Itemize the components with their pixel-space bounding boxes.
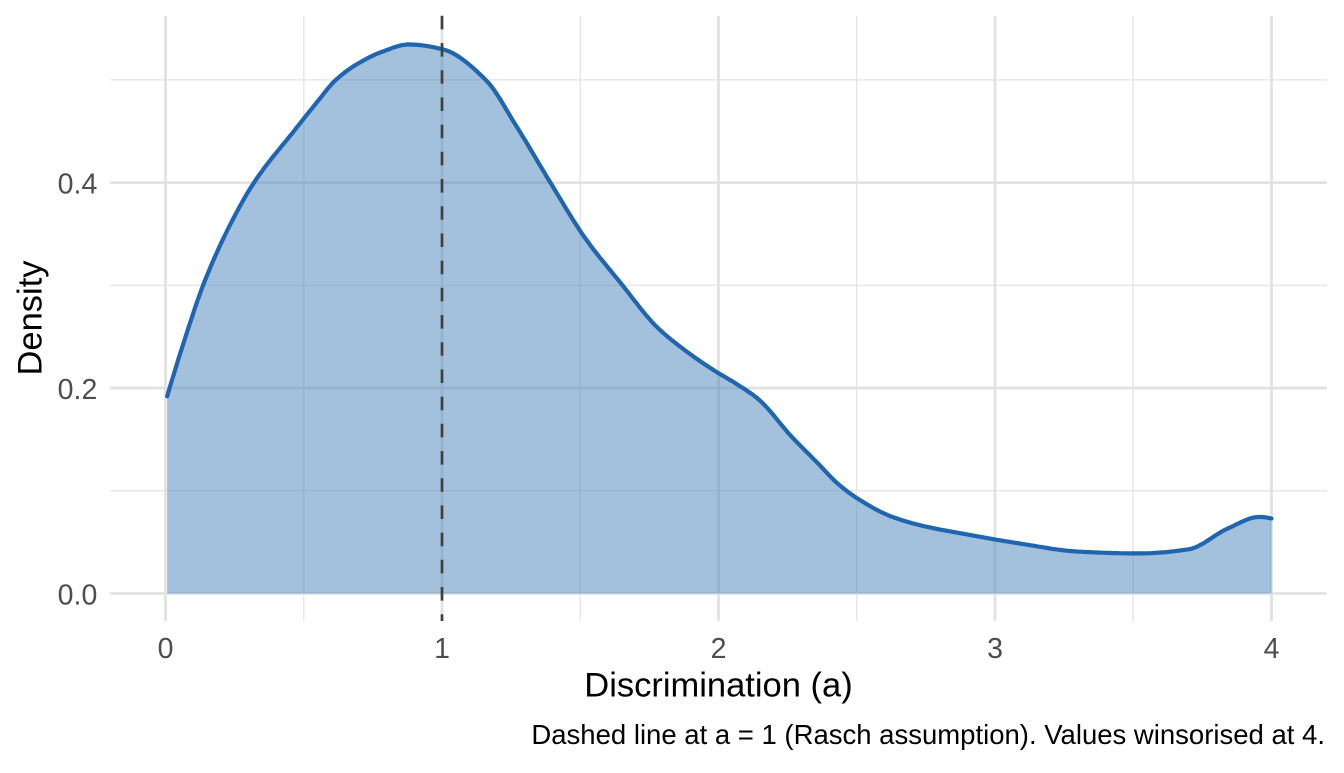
svg-text:2: 2 [711, 633, 727, 665]
svg-text:Discrimination (a): Discrimination (a) [584, 667, 852, 705]
svg-text:Density: Density [11, 260, 49, 376]
svg-text:0.4: 0.4 [58, 169, 98, 201]
svg-text:0.0: 0.0 [58, 580, 98, 612]
svg-text:0.2: 0.2 [58, 374, 98, 406]
svg-text:1: 1 [434, 633, 450, 665]
svg-text:Dashed line at a = 1 (Rasch as: Dashed line at a = 1 (Rasch assumption).… [531, 719, 1325, 750]
svg-text:3: 3 [987, 633, 1003, 665]
svg-text:0: 0 [158, 633, 174, 665]
svg-text:4: 4 [1264, 633, 1280, 665]
